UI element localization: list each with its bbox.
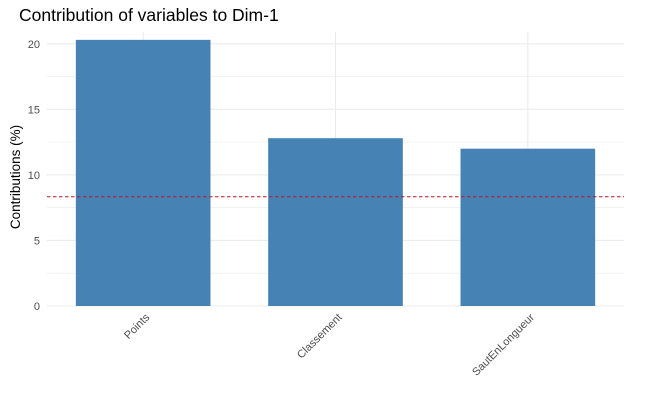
x-axis-ticks: Points Classement SautEnLongueur: [122, 311, 537, 378]
bar-classement: [268, 138, 403, 306]
bar-sautenlongueur: [460, 148, 596, 306]
chart-title: Contribution of variables to Dim-1: [19, 5, 279, 25]
y-axis-ticks: 0 5 10 15 20: [28, 39, 40, 313]
y-tick-label: 0: [34, 301, 40, 313]
y-tick-label: 20: [28, 39, 40, 51]
y-tick-label: 15: [28, 104, 40, 116]
y-axis-title: Contributions (%): [8, 125, 23, 229]
bar-points: [75, 39, 211, 306]
x-tick-label: Points: [122, 311, 152, 341]
y-tick-label: 5: [34, 235, 40, 247]
x-tick-label: Classement: [295, 312, 345, 362]
y-tick-label: 10: [28, 170, 40, 182]
bars-layer: [75, 39, 596, 306]
x-tick-label: SautEnLongueur: [470, 311, 537, 378]
